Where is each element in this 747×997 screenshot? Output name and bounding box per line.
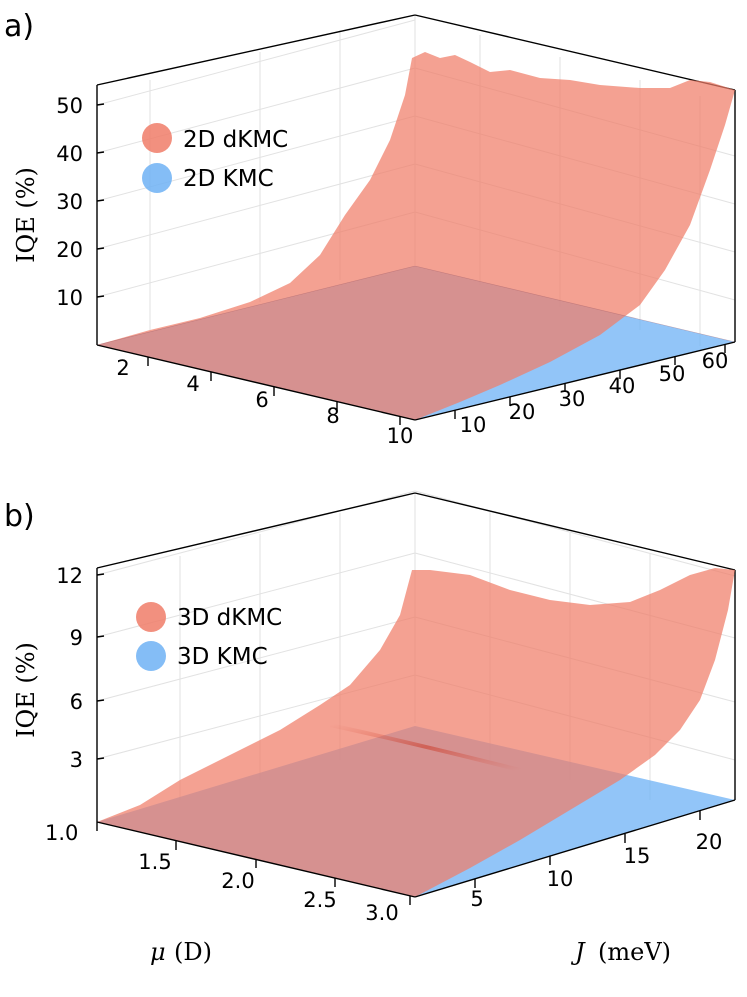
tick-label: 4: [186, 372, 199, 396]
tick-label: 2.0: [221, 869, 254, 893]
tick-label: 10: [460, 413, 487, 437]
tick-label: 3: [70, 748, 83, 772]
tick-label: 30: [559, 387, 586, 411]
tick-label: 15: [624, 844, 651, 868]
tick-label: 1.0: [45, 821, 78, 845]
legend-marker-dkmc: [142, 123, 172, 153]
panel-b-frame: [96, 492, 736, 822]
panel-a-legend: 2D dKMC 2D KMC: [142, 123, 288, 193]
legend-marker-kmc: [142, 163, 172, 193]
panel-b-legend: 3D dKMC 3D KMC: [136, 602, 282, 671]
tick-label: 30: [56, 190, 83, 214]
tick-label: 9: [70, 626, 83, 650]
panel-a-z-ticks: 10 20 30 40 50: [56, 94, 83, 310]
j-unit: (meV): [598, 938, 671, 966]
surface-2d-dkmc: [97, 52, 735, 420]
z-axis-label: IQE (%): [12, 167, 40, 263]
panel-a-label: a): [4, 9, 34, 44]
z-axis-label: IQE (%): [12, 642, 40, 738]
panel-b-label: b): [4, 499, 35, 534]
panel-a-frame: [96, 14, 736, 345]
surface-3d-dkmc: [97, 568, 735, 897]
tick-label: 6: [255, 388, 268, 412]
panel-b-y-ticks: 5 10 15 20: [470, 830, 722, 911]
surface-ridge: [329, 723, 521, 772]
panel-a-axes: [96, 103, 736, 425]
panel-a-x-ticks: 2 4 6 8 10: [116, 356, 413, 448]
tick-label: 40: [609, 374, 636, 398]
tick-label: 3.0: [365, 901, 398, 925]
legend-label: 2D dKMC: [183, 127, 288, 153]
mu-unit: (D): [174, 938, 212, 966]
panel-a: a): [4, 9, 736, 448]
legend-marker-kmc: [136, 641, 166, 671]
tick-label: 20: [56, 238, 83, 262]
tick-label: 2: [116, 356, 129, 380]
tick-label: 10: [547, 867, 574, 891]
tick-label: 20: [509, 400, 536, 424]
panel-b-axes: [96, 573, 736, 905]
panel-b-z-ticks: 3 6 9 12: [56, 564, 83, 772]
legend-marker-dkmc: [136, 602, 166, 632]
legend-label: 3D dKMC: [177, 605, 282, 631]
tick-label: 12: [56, 564, 83, 588]
tick-label: 1.5: [138, 850, 171, 874]
mu-symbol: μ: [150, 938, 166, 966]
tick-label: 5: [470, 887, 483, 911]
tick-label: 2.5: [303, 888, 336, 912]
legend-label: 2D KMC: [183, 166, 274, 192]
legend-label: 3D KMC: [177, 644, 268, 670]
tick-label: 20: [696, 830, 723, 854]
tick-label: 50: [659, 362, 686, 386]
tick-label: 10: [387, 424, 414, 448]
tick-label: 8: [326, 404, 339, 428]
panel-a-y-ticks: 10 20 30 40 50 60: [460, 349, 729, 437]
tick-label: 10: [56, 286, 83, 310]
panel-b-x-ticks: 1.0 1.5 2.0 2.5 3.0: [45, 821, 399, 925]
axis-titles: μ (D) J (meV): [150, 938, 671, 966]
tick-label: 50: [56, 94, 83, 118]
tick-label: 60: [702, 349, 729, 373]
j-symbol: J: [570, 938, 586, 966]
tick-label: 6: [70, 690, 83, 714]
tick-label: 40: [56, 142, 83, 166]
panel-b: b): [4, 490, 736, 925]
